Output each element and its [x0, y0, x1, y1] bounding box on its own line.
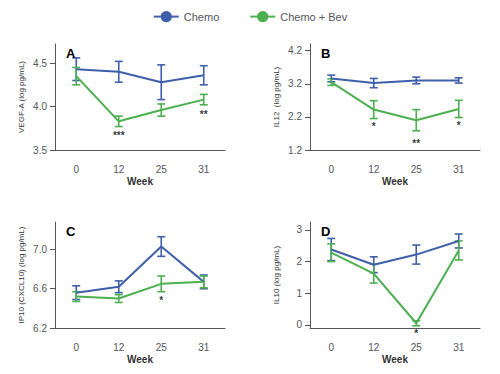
svg-text:Chemo: Chemo: [184, 11, 219, 23]
svg-text:Chemo + Bev: Chemo + Bev: [280, 11, 347, 23]
svg-text:4.2: 4.2: [288, 45, 302, 56]
svg-text:0: 0: [328, 342, 334, 353]
svg-text:IL12 (log pg/mL): IL12 (log pg/mL): [272, 66, 281, 127]
svg-text:**: **: [200, 109, 208, 120]
svg-text:0: 0: [296, 319, 302, 330]
svg-text:**: **: [412, 138, 420, 149]
svg-text:25: 25: [411, 342, 423, 353]
svg-text:6.2: 6.2: [33, 323, 47, 334]
svg-text:2.2: 2.2: [288, 111, 302, 122]
svg-text:*: *: [414, 328, 418, 339]
svg-text:25: 25: [156, 342, 168, 353]
svg-text:25: 25: [411, 164, 423, 175]
svg-text:0: 0: [73, 342, 79, 353]
svg-text:3.5: 3.5: [33, 145, 47, 156]
svg-text:31: 31: [198, 164, 210, 175]
svg-text:*: *: [457, 120, 461, 131]
svg-text:12: 12: [113, 164, 125, 175]
svg-text:12: 12: [368, 342, 380, 353]
svg-text:Week: Week: [127, 176, 153, 187]
svg-text:3: 3: [296, 224, 302, 235]
svg-text:*: *: [159, 295, 163, 306]
svg-text:0: 0: [328, 164, 334, 175]
svg-text:Week: Week: [127, 354, 153, 365]
svg-text:1.2: 1.2: [288, 145, 302, 156]
svg-text:7.0: 7.0: [33, 244, 47, 255]
svg-text:VEGF-A (log pg/mL): VEGF-A (log pg/mL): [17, 61, 26, 133]
svg-text:IL10 (log pg/mL): IL10 (log pg/mL): [272, 246, 281, 305]
svg-text:4.5: 4.5: [33, 58, 47, 69]
svg-text:*: *: [372, 121, 376, 132]
svg-text:0: 0: [73, 164, 79, 175]
svg-text:Week: Week: [382, 176, 408, 187]
svg-text:4.0: 4.0: [33, 101, 47, 112]
svg-text:C: C: [66, 224, 76, 239]
svg-text:25: 25: [156, 164, 168, 175]
svg-text:31: 31: [453, 164, 465, 175]
svg-text:2: 2: [296, 256, 302, 267]
svg-text:Week: Week: [382, 354, 408, 365]
svg-text:12: 12: [368, 164, 380, 175]
svg-text:31: 31: [453, 342, 465, 353]
svg-text:6.6: 6.6: [33, 283, 47, 294]
svg-text:D: D: [321, 224, 330, 239]
svg-text:***: ***: [113, 130, 125, 141]
svg-text:A: A: [66, 46, 76, 61]
svg-text:IP10 (CXCL10) (log pg/mL): IP10 (CXCL10) (log pg/mL): [17, 226, 26, 323]
svg-text:B: B: [321, 46, 330, 61]
svg-text:3.2: 3.2: [288, 78, 302, 89]
svg-text:31: 31: [198, 342, 210, 353]
svg-text:1: 1: [296, 288, 302, 299]
svg-text:12: 12: [113, 342, 125, 353]
